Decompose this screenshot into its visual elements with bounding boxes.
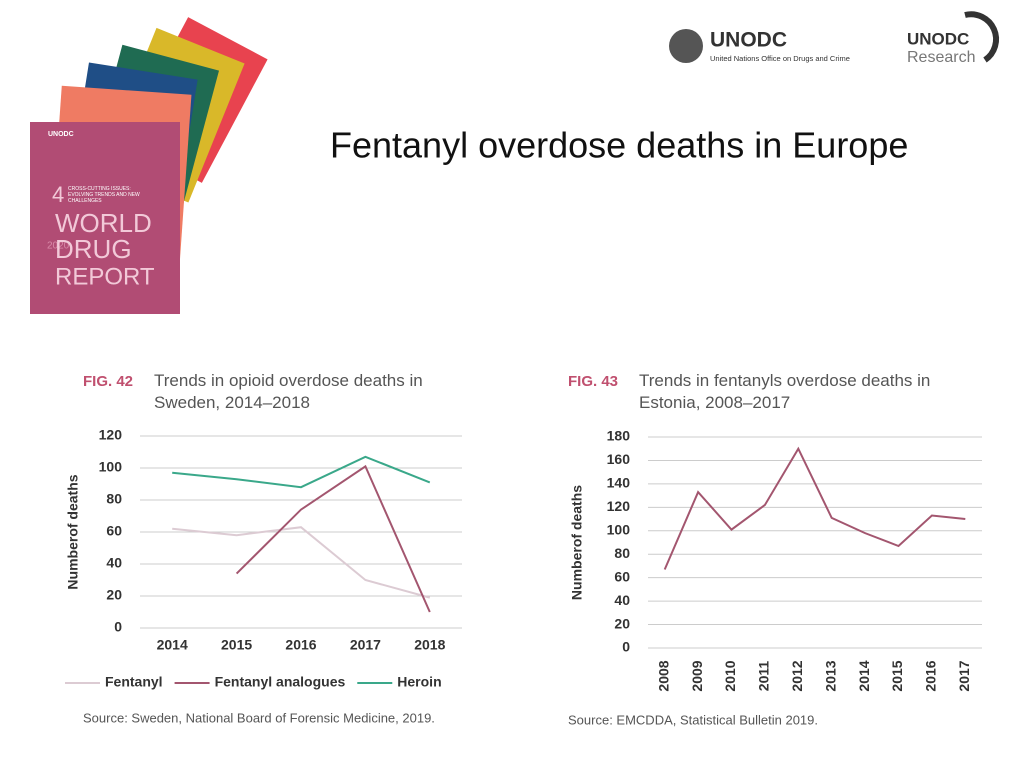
y-tick-label: 100 (99, 459, 123, 475)
y-tick-label: 60 (614, 568, 630, 584)
x-tick-label: 2013 (822, 660, 838, 691)
x-tick-label: 2016 (285, 637, 316, 653)
legend-label: Heroin (397, 674, 441, 690)
x-tick-label: 2009 (689, 660, 705, 691)
y-tick-label: 40 (106, 555, 122, 571)
x-tick-label: 2015 (889, 660, 905, 691)
x-tick-label: 2012 (789, 660, 805, 691)
cover-subtitle-box: CROSS-CUTTING ISSUES: EVOLVING TRENDS AN… (68, 186, 140, 204)
y-axis-title: Numberof deaths (569, 485, 585, 600)
y-tick-label: 20 (106, 587, 122, 603)
slide-title: Fentanyl overdose deaths in Europe (330, 125, 908, 166)
x-tick-label: 2010 (722, 660, 738, 691)
x-tick-label: 2014 (856, 660, 872, 691)
cover-number: 4 (52, 182, 64, 207)
title-box: Trends in fentanyls overdose deaths in E… (639, 371, 931, 412)
research-logo-top: UNODC (907, 29, 969, 48)
source-note: Source: Sweden, National Board of Forens… (83, 710, 435, 725)
line-series (172, 455, 431, 489)
y-tick-label: 100 (607, 521, 631, 537)
y-tick-label: 40 (614, 592, 630, 608)
report-covers: UNODC 4 CROSS-CUTTING ISSUES: EVOLVING T… (30, 17, 268, 314)
cover-subtitle: CROSS-CUTTING ISSUES: EVOLVING TRENDS AN… (68, 186, 140, 204)
y-tick-label: 0 (114, 619, 122, 635)
x-tick-label: 2015 (221, 637, 252, 653)
x-tick-label: 2016 (923, 660, 939, 691)
chart-title: Trends in fentanyls overdose deaths in E… (639, 371, 931, 412)
x-tick-label: 2011 (756, 661, 772, 692)
cover-main (30, 122, 180, 314)
unodc-logo: UNODC (710, 29, 787, 52)
y-tick-label: 180 (607, 428, 631, 444)
line-series (663, 446, 966, 570)
y-tick-label: 140 (607, 475, 631, 491)
x-tick-label: 2008 (655, 660, 671, 691)
y-tick-label: 120 (99, 427, 123, 443)
y-tick-label: 120 (607, 498, 631, 514)
y-tick-label: 80 (614, 545, 630, 561)
y-tick-label: 20 (614, 615, 630, 631)
cover-line2: DRUG (55, 234, 132, 264)
title-box: Trends in opioid overdose deaths in Swed… (154, 371, 423, 412)
cover-year: 2020 (47, 241, 70, 252)
research-arc (964, 11, 1000, 63)
unodc-full-name: United Nations Office on Drugs and Crime (710, 54, 850, 63)
legend-label: Fentanyl analogues (215, 674, 346, 690)
y-tick-label: 160 (607, 451, 631, 467)
y-tick-label: 0 (622, 639, 630, 655)
fig-label: FIG. 43 (568, 373, 618, 390)
x-tick-label: 2014 (157, 637, 188, 653)
y-axis-title: Numberof deaths (65, 474, 81, 589)
legend-label: Fentanyl (105, 674, 163, 690)
line-series (172, 526, 431, 599)
cover-line3: REPORT (55, 263, 155, 290)
research-logo-bottom: Research (907, 49, 975, 66)
source-note: Source: EMCDDA, Statistical Bulletin 201… (568, 712, 818, 727)
x-tick-label: 2018 (414, 637, 445, 653)
cover-brand: UNODC (48, 131, 74, 138)
x-tick-label: 2017 (350, 637, 381, 653)
y-tick-label: 60 (106, 523, 122, 539)
x-tick-label: 2017 (956, 660, 972, 691)
chart-title: Trends in opioid overdose deaths in Swed… (154, 371, 423, 412)
fig-label: FIG. 42 (83, 373, 133, 390)
line-series (235, 464, 431, 613)
un-emblem (669, 29, 703, 63)
cover-line1: WORLD (55, 208, 152, 238)
y-tick-label: 80 (106, 491, 122, 507)
